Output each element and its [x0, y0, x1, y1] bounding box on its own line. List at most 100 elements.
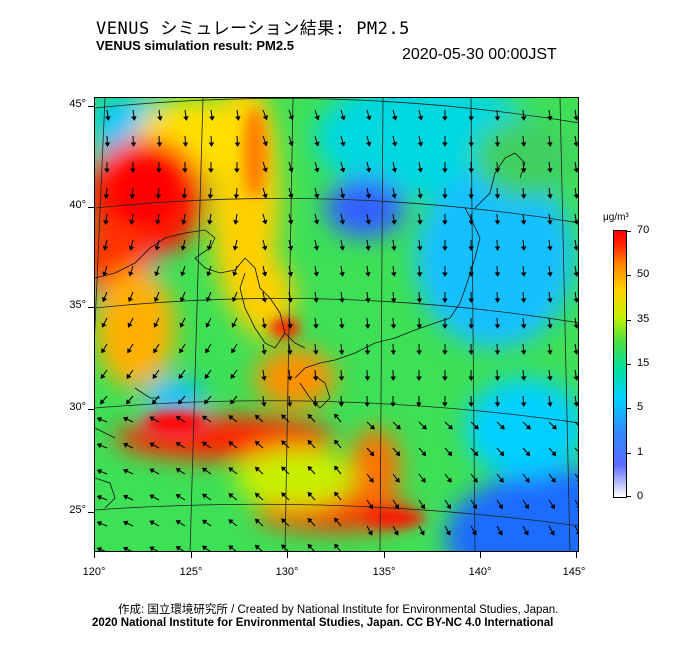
wind-vector-head	[233, 194, 240, 199]
wind-vector-head	[367, 530, 373, 536]
wind-vector-head	[468, 298, 474, 303]
wind-vector-head	[416, 324, 423, 329]
wind-vector-head	[262, 219, 268, 225]
wind-vector-head	[202, 415, 208, 421]
wind-vector-head	[338, 376, 345, 381]
wind-vector-head	[417, 141, 424, 147]
wind-vector-head	[573, 194, 578, 199]
wind-vector-head	[395, 424, 401, 430]
wind-vector-head	[231, 322, 237, 328]
wind-vector-head	[155, 194, 162, 199]
wind-vector-head	[468, 194, 474, 199]
wind-vector-head	[573, 116, 578, 121]
wind-vector-head	[314, 115, 320, 121]
colorbar-tick-label: 5	[637, 401, 644, 413]
wind-vector-head	[576, 505, 578, 508]
wind-vector-head	[155, 219, 161, 225]
wind-vector-head	[287, 323, 293, 329]
wind-vector-head	[287, 219, 294, 225]
wind-vector-head	[416, 350, 422, 355]
colorbar-unit: μg/m³	[603, 212, 629, 223]
wind-vector-head	[281, 466, 287, 472]
wind-vector-head	[261, 376, 267, 381]
wind-vector-head	[153, 297, 160, 303]
wind-vector-head	[234, 142, 241, 147]
wind-vector-head	[442, 220, 448, 225]
wind-vector-head	[281, 414, 287, 420]
wind-vector-head	[494, 350, 501, 355]
wind-vector-head	[149, 520, 155, 526]
wind-vector-head	[576, 479, 578, 482]
wind-vector-head	[307, 439, 313, 446]
wind-vector-head	[494, 142, 501, 147]
wind-vector-head	[391, 141, 398, 147]
wind-vector-head	[288, 167, 294, 173]
wind-vector-head	[254, 492, 260, 498]
wind-vector-head	[520, 168, 527, 173]
wind-vector-head	[494, 324, 501, 329]
wind-vector-head	[446, 477, 452, 483]
wind-vector-head	[498, 477, 504, 483]
wind-vector-head	[205, 348, 211, 354]
wind-vector-head	[96, 417, 102, 423]
wind-vector-head	[313, 350, 319, 355]
wind-vectors	[96, 109, 578, 551]
wind-vector-head	[125, 399, 131, 405]
wind-vector-head	[573, 142, 578, 147]
coastlines	[95, 152, 526, 509]
wind-vector-head	[127, 322, 133, 328]
wind-vector-head	[208, 168, 214, 173]
wind-vector-head	[231, 297, 238, 303]
wind-vector-head	[234, 168, 240, 173]
colorbar-tick-label: 35	[637, 313, 650, 325]
wind-vector-head	[123, 546, 129, 551]
lon-label-145: 145°	[562, 566, 586, 578]
wind-vector-head	[575, 531, 578, 535]
wind-vector-head	[153, 348, 159, 354]
wind-vector-head	[547, 402, 553, 407]
wind-vector-head	[365, 245, 371, 251]
wind-vector-head	[313, 297, 319, 303]
wind-vector-head	[262, 193, 268, 199]
wind-vector-head	[281, 518, 287, 524]
wind-vector-head	[261, 323, 267, 329]
wind-vector-head	[313, 245, 320, 251]
wind-vector-head	[313, 271, 319, 277]
wind-vector-head	[442, 376, 448, 381]
wind-vector-head	[129, 219, 135, 225]
wind-vector-head	[468, 402, 474, 407]
wind-vector-head	[96, 495, 102, 501]
wind-vector-head	[149, 416, 155, 422]
wind-vector-head	[547, 376, 553, 381]
wind-vector-head	[154, 245, 161, 251]
wind-vector-head	[390, 376, 396, 381]
lat-tick	[88, 512, 94, 513]
wind-vector-head	[180, 271, 186, 277]
wind-vector-head	[287, 297, 293, 303]
colorbar-tick-label: 1	[637, 446, 644, 458]
wind-vector-head	[103, 219, 109, 225]
wind-vector-head	[307, 465, 313, 472]
wind-vector-head	[307, 413, 313, 420]
wind-vector-head	[390, 402, 396, 407]
wind-vector-head	[287, 350, 293, 355]
wind-vector-head	[334, 543, 340, 549]
lon-tick	[384, 552, 385, 558]
wind-vector-head	[149, 494, 155, 500]
wind-vector-head	[180, 245, 187, 251]
wind-vector-head	[209, 116, 215, 121]
wind-vector-head	[364, 350, 371, 355]
wind-vector-head	[447, 424, 453, 430]
wind-vector-head	[421, 451, 427, 457]
wind-vector-head	[340, 141, 346, 147]
wind-vector-head	[365, 219, 371, 225]
wind-vector-head	[334, 465, 340, 471]
wind-vector-head	[499, 451, 505, 457]
wind-vector-head	[130, 142, 137, 147]
wind-vector-head	[547, 350, 553, 355]
wind-vector-head	[262, 167, 268, 173]
lon-tick	[576, 552, 577, 558]
wind-vector-head	[393, 530, 399, 536]
wind-vector-head	[101, 297, 108, 303]
wind-vector-head	[369, 424, 375, 430]
